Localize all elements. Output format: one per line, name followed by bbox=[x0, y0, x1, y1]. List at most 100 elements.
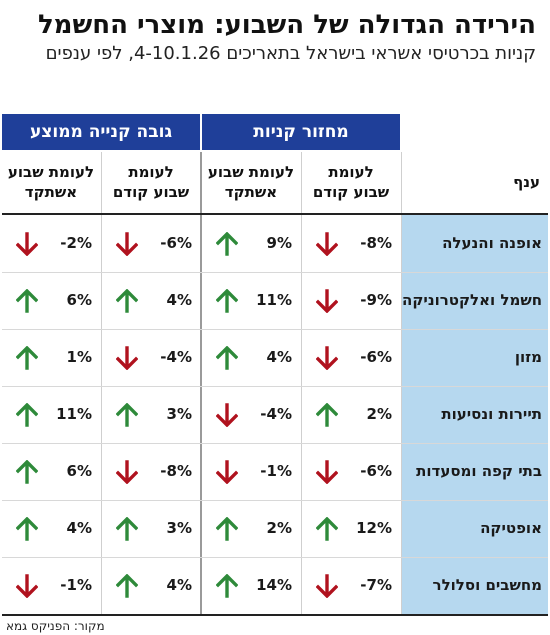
table-bottom-divider bbox=[2, 614, 548, 616]
arrow-down-icon bbox=[116, 460, 138, 484]
column-header-average-vs-last-year: לעומת שבוע אשתקד bbox=[2, 152, 100, 212]
arrow-up-icon bbox=[316, 517, 338, 541]
arrow-up-icon bbox=[216, 346, 238, 370]
row-divider bbox=[2, 329, 548, 330]
change-value: 12% bbox=[356, 519, 392, 537]
arrow-down-icon bbox=[216, 460, 238, 484]
change-value: -2% bbox=[60, 234, 92, 252]
change-value: -8% bbox=[160, 462, 192, 480]
arrow-up-icon bbox=[16, 460, 38, 484]
arrow-up-icon bbox=[216, 289, 238, 313]
column-header-line: לעומת שבוע bbox=[207, 163, 295, 181]
arrow-up-icon bbox=[216, 574, 238, 598]
row-divider bbox=[2, 443, 548, 444]
arrow-up-icon bbox=[216, 517, 238, 541]
column-header-volume-vs-prev-week: לעומת שבוע קודם bbox=[302, 152, 400, 212]
page-subtitle: קניות בכרטיסי אשראי בישראל בתאריכים 4-10… bbox=[45, 43, 536, 64]
table-cell: -6% bbox=[302, 443, 400, 500]
arrow-up-icon bbox=[16, 289, 38, 313]
group-header-purchase-volume: מחזור קניות bbox=[202, 114, 400, 150]
change-value: 6% bbox=[66, 291, 92, 309]
row-divider bbox=[2, 386, 548, 387]
table-cell: -8% bbox=[302, 215, 400, 272]
arrow-down-icon bbox=[316, 289, 338, 313]
table-cell: -4% bbox=[202, 386, 300, 443]
change-value: 4% bbox=[166, 291, 192, 309]
table-row: אופנה והנעלה -8% 9% -6% -2% bbox=[2, 215, 548, 272]
column-header-volume-vs-last-year: לעומת שבוע אשתקד bbox=[202, 152, 300, 212]
table-cell: -1% bbox=[2, 557, 100, 614]
table-cell: 11% bbox=[202, 272, 300, 329]
arrow-down-icon bbox=[316, 232, 338, 256]
arrow-down-icon bbox=[116, 232, 138, 256]
arrow-down-icon bbox=[116, 346, 138, 370]
table-cell: 9% bbox=[202, 215, 300, 272]
table-cell: 2% bbox=[302, 386, 400, 443]
arrow-down-icon bbox=[316, 460, 338, 484]
table-cell: -4% bbox=[102, 329, 200, 386]
change-value: -4% bbox=[260, 405, 292, 423]
branch-label: מחשבים וסלולר bbox=[432, 576, 542, 594]
branch-column-background bbox=[402, 215, 548, 614]
branch-label: אופטיקה bbox=[480, 519, 542, 537]
change-value: 14% bbox=[256, 576, 292, 594]
arrow-up-icon bbox=[16, 403, 38, 427]
change-value: 2% bbox=[366, 405, 392, 423]
table-row: מזון -6% 4% -4% 1% bbox=[2, 329, 548, 386]
table-cell: 4% bbox=[202, 329, 300, 386]
column-header-line: שבוע קודם bbox=[312, 183, 390, 201]
arrow-up-icon bbox=[116, 517, 138, 541]
column-divider bbox=[301, 152, 302, 614]
change-value: -6% bbox=[160, 234, 192, 252]
change-value: -8% bbox=[360, 234, 392, 252]
change-value: -1% bbox=[60, 576, 92, 594]
arrow-up-icon bbox=[116, 403, 138, 427]
table-cell: -8% bbox=[102, 443, 200, 500]
change-value: -9% bbox=[360, 291, 392, 309]
table-cell: 3% bbox=[102, 386, 200, 443]
page-title: הירידה הגדולה של השבוע: מוצרי החשמל bbox=[37, 10, 536, 40]
change-value: 4% bbox=[166, 576, 192, 594]
table-row: אופטיקה 12% 2% 3% 4% bbox=[2, 500, 548, 557]
table-row: חשמל ואלקטרוניקה -9% 11% 4% 6% bbox=[2, 272, 548, 329]
table-cell: 11% bbox=[2, 386, 100, 443]
change-value: 4% bbox=[266, 348, 292, 366]
header-divider bbox=[2, 213, 548, 215]
change-value: 6% bbox=[66, 462, 92, 480]
branch-label: אופנה והנעלה bbox=[442, 234, 542, 252]
table-cell: -6% bbox=[102, 215, 200, 272]
arrow-down-icon bbox=[316, 346, 338, 370]
table-cell: 4% bbox=[102, 557, 200, 614]
column-header-line: לעומת שבוע bbox=[7, 163, 95, 181]
change-value: 3% bbox=[166, 405, 192, 423]
table-cell: 3% bbox=[102, 500, 200, 557]
arrow-up-icon bbox=[116, 574, 138, 598]
branch-label: חשמל ואלקטרוניקה bbox=[402, 291, 542, 309]
change-value: 2% bbox=[266, 519, 292, 537]
table-row: תיירות ונסיעות 2% -4% 3% 11% bbox=[2, 386, 548, 443]
column-header-branch-label: ענף bbox=[513, 173, 540, 191]
group-header-average-purchase: גובה קנייה ממוצע bbox=[2, 114, 200, 150]
arrow-down-icon bbox=[216, 403, 238, 427]
column-header-line: לעומת bbox=[328, 163, 374, 181]
change-value: 3% bbox=[166, 519, 192, 537]
column-divider bbox=[200, 152, 202, 614]
column-header-line: שבוע קודם bbox=[112, 183, 190, 201]
table-row: בתי קפה ומסעדות -6% -1% -8% 6% bbox=[2, 443, 548, 500]
table-cell: 1% bbox=[2, 329, 100, 386]
source-note: מקור: הפניקס גמא bbox=[6, 619, 105, 633]
arrow-up-icon bbox=[16, 346, 38, 370]
column-header-line: לעומת bbox=[128, 163, 174, 181]
branch-label: בתי קפה ומסעדות bbox=[416, 462, 542, 480]
branch-label: תיירות ונסיעות bbox=[441, 405, 542, 423]
arrow-down-icon bbox=[16, 574, 38, 598]
table-cell: -2% bbox=[2, 215, 100, 272]
change-value: -6% bbox=[360, 348, 392, 366]
arrow-up-icon bbox=[116, 289, 138, 313]
change-value: 1% bbox=[66, 348, 92, 366]
table-cell: -1% bbox=[202, 443, 300, 500]
change-value: 11% bbox=[56, 405, 92, 423]
branch-label: מזון bbox=[514, 348, 542, 366]
row-divider bbox=[2, 272, 548, 273]
table-cell: -7% bbox=[302, 557, 400, 614]
